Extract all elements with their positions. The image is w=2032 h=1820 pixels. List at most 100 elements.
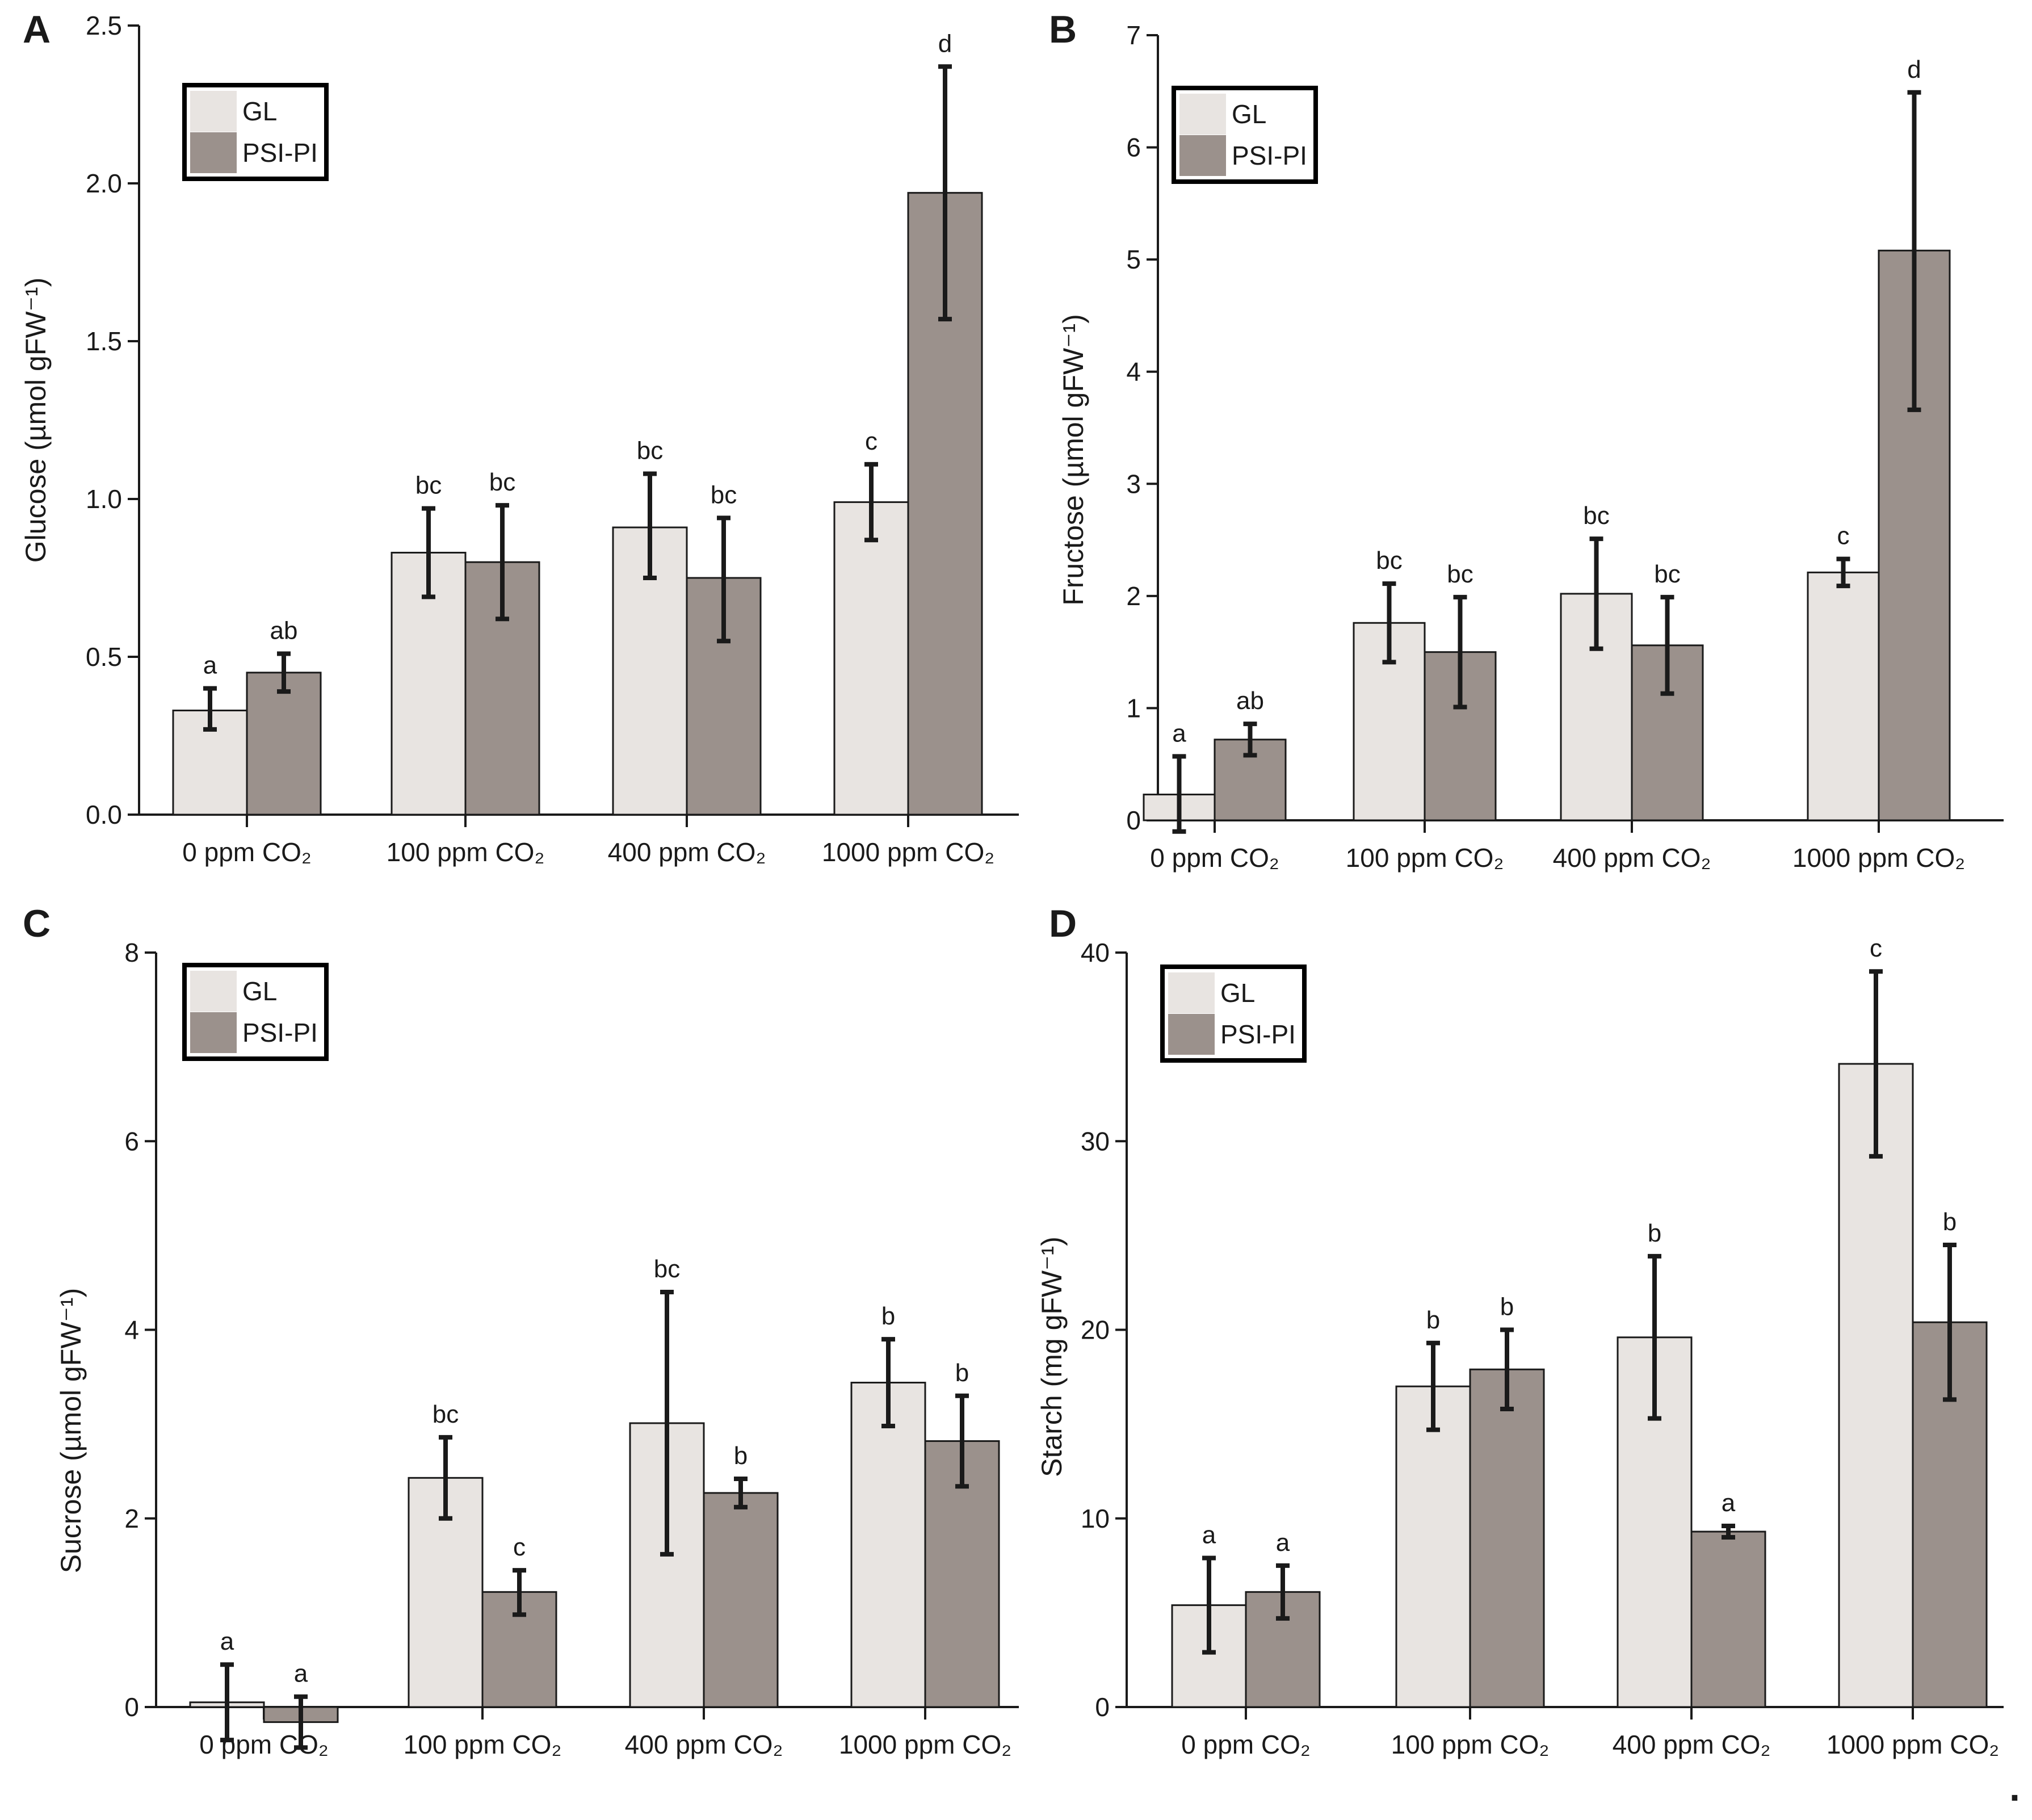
x-tick-label: 0 ppm CO₂ xyxy=(1181,1730,1310,1759)
y-tick-label: 10 xyxy=(1081,1504,1110,1533)
panel-label: B xyxy=(1049,8,1077,51)
bar-psi-pi-2 xyxy=(1690,1530,1766,1708)
bar-gl-1 xyxy=(1395,1385,1471,1708)
x-tick-label: 400 ppm CO₂ xyxy=(1553,843,1711,873)
panel-label: D xyxy=(1049,902,1077,945)
y-tick-label: 7 xyxy=(1126,20,1141,50)
bar-psi-pi-2 xyxy=(703,1492,779,1708)
y-tick-label: 1.0 xyxy=(86,484,122,514)
significance-label: c xyxy=(1837,522,1850,550)
significance-label: d xyxy=(938,30,952,57)
significance-label: ab xyxy=(270,617,298,644)
legend-label: PSI-PI xyxy=(1232,141,1307,170)
y-axis-title: Glucose (µmol gFW⁻¹) xyxy=(20,278,52,563)
bar-gl-3 xyxy=(1807,571,1880,821)
y-tick-label: 2.0 xyxy=(86,169,122,198)
significance-label: bc xyxy=(1583,502,1609,530)
bar-psi-pi-0 xyxy=(246,672,322,816)
x-tick-label: 1000 ppm CO₂ xyxy=(1792,843,1965,873)
legend-label: PSI-PI xyxy=(242,138,318,167)
y-tick-label: 2 xyxy=(124,1504,139,1533)
x-tick-label: 0 ppm CO₂ xyxy=(182,837,311,867)
x-tick-label: 0 ppm CO₂ xyxy=(199,1730,328,1759)
significance-label: b xyxy=(955,1359,969,1387)
y-tick-label: 0.5 xyxy=(86,642,122,672)
y-tick-label: 5 xyxy=(1126,245,1141,274)
y-tick-label: 40 xyxy=(1081,938,1110,967)
significance-label: bc xyxy=(1376,547,1402,574)
x-tick-label: 0 ppm CO₂ xyxy=(1150,843,1279,873)
legend: GL PSI-PI xyxy=(1172,86,1318,184)
legend-label: PSI-PI xyxy=(1220,1020,1296,1049)
chart-panel-a: A 0.0 0.5 1.0 1.5 2.0 2.5 Glucose (µmol gFW⁻¹) 0… xyxy=(20,8,1019,867)
significance-label: bc xyxy=(637,437,663,465)
significance-label: b xyxy=(1500,1293,1514,1321)
significance-label: ab xyxy=(1236,687,1264,715)
significance-label: a xyxy=(1172,719,1186,747)
significance-label: bc xyxy=(415,472,442,500)
x-tick-label: 100 ppm CO₂ xyxy=(1346,843,1504,873)
x-tick-label: 1000 ppm CO₂ xyxy=(839,1730,1011,1759)
panels-container: A 0.0 0.5 1.0 1.5 2.0 2.5 Glucose (µmol gFW⁻¹) 0… xyxy=(20,8,2004,1759)
legend-swatch-gl xyxy=(190,91,237,132)
significance-label: bc xyxy=(654,1255,680,1283)
legend-label: GL xyxy=(1220,978,1255,1008)
chart-panel-b: B 0 1 2 3 4 5 6 7 Fructose (µmol gFW⁻¹) 0 ppm CO₂ a… xyxy=(1049,8,2004,873)
significance-label: b xyxy=(1426,1306,1440,1334)
y-tick-label: 1 xyxy=(1126,693,1141,723)
significance-label: c xyxy=(1870,934,1882,962)
x-tick-label: 100 ppm CO₂ xyxy=(404,1730,562,1759)
significance-label: a xyxy=(294,1660,308,1688)
legend-label: GL xyxy=(242,976,277,1006)
x-tick-label: 400 ppm CO₂ xyxy=(625,1730,783,1759)
y-tick-label: 20 xyxy=(1081,1315,1110,1345)
significance-label: bc xyxy=(1654,560,1680,588)
y-tick-label: 4 xyxy=(124,1315,139,1345)
significance-label: a xyxy=(203,652,217,680)
significance-label: a xyxy=(220,1628,234,1655)
bar-psi-pi-1 xyxy=(1469,1368,1545,1708)
significance-label: a xyxy=(1202,1521,1216,1549)
y-tick-label: 8 xyxy=(124,938,139,967)
significance-label: a xyxy=(1722,1489,1736,1517)
y-tick-label: 0 xyxy=(1095,1692,1110,1722)
legend-swatch-psi-pi xyxy=(1179,135,1226,176)
y-axis-title: Starch (mg gFW⁻¹) xyxy=(1036,1236,1068,1477)
legend-swatch-psi-pi xyxy=(1168,1014,1215,1055)
legend-label: GL xyxy=(1232,99,1266,129)
significance-label: bc xyxy=(1447,560,1473,588)
trailing-mark: . xyxy=(2009,1766,2020,1809)
panel-label: C xyxy=(23,902,51,945)
legend: GL PSI-PI xyxy=(182,83,329,181)
legend: GL PSI-PI xyxy=(1160,964,1307,1063)
chart-panel-c: C 0 2 4 6 8 Sucrose (µmol gFW⁻¹) 0 ppm CO₂ a a 100… xyxy=(23,902,1019,1759)
legend-label: PSI-PI xyxy=(242,1018,318,1047)
legend-swatch-gl xyxy=(1168,972,1215,1013)
significance-label: bc xyxy=(711,481,737,509)
legend: GL PSI-PI xyxy=(182,963,329,1061)
x-tick-label: 1000 ppm CO₂ xyxy=(1827,1730,1999,1759)
y-tick-label: 6 xyxy=(124,1126,139,1156)
significance-label: a xyxy=(1276,1529,1290,1557)
significance-label: b xyxy=(881,1302,895,1330)
significance-label: d xyxy=(1907,56,1921,83)
significance-label: b xyxy=(1943,1208,1957,1236)
y-tick-label: 2 xyxy=(1126,581,1141,611)
y-tick-label: 0 xyxy=(124,1692,139,1722)
chart-panel-d: D 0 10 20 30 40 Starch (mg gFW⁻¹) 0 ppm CO₂ a a 10… xyxy=(1036,902,2004,1759)
y-tick-label: 0 xyxy=(1126,806,1141,835)
bar-gl-3 xyxy=(1838,1063,1914,1708)
y-axis-title: Sucrose (µmol gFW⁻¹) xyxy=(55,1288,87,1573)
panel-label: A xyxy=(23,8,51,51)
y-tick-label: 6 xyxy=(1126,133,1141,162)
significance-label: b xyxy=(734,1442,748,1470)
significance-label: b xyxy=(1648,1219,1661,1247)
x-tick-label: 400 ppm CO₂ xyxy=(608,837,766,867)
x-tick-label: 1000 ppm CO₂ xyxy=(822,837,994,867)
legend-swatch-gl xyxy=(190,971,237,1012)
significance-label: c xyxy=(513,1533,526,1561)
bar-gl-3 xyxy=(833,501,909,816)
bar-gl-1 xyxy=(408,1477,484,1708)
significance-label: bc xyxy=(433,1400,459,1428)
significance-label: c xyxy=(865,427,878,455)
